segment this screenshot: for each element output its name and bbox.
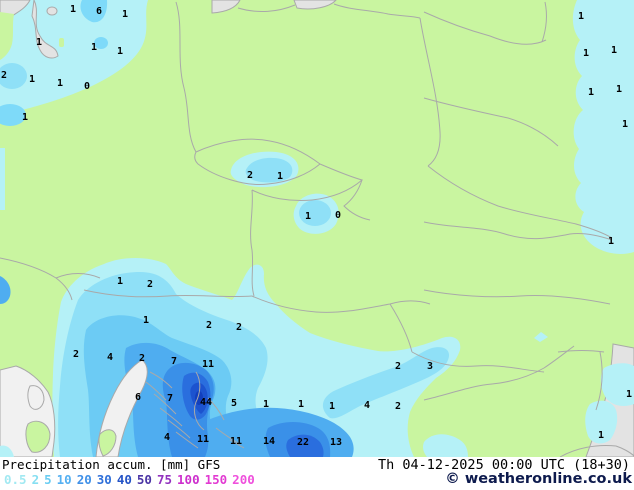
legend-value: 150 — [204, 472, 228, 487]
precip-value: 1 — [578, 11, 584, 22]
precip-value: 2 — [73, 349, 79, 360]
precip-value: 0 — [335, 210, 341, 221]
precip-core-p50 — [195, 391, 203, 405]
precip-value: 2 — [147, 279, 153, 290]
precip-value: 13 — [330, 437, 342, 448]
precip-northwest-spot2 — [94, 37, 108, 49]
precip-west-blob — [0, 276, 11, 304]
precip-value: 1 — [616, 84, 622, 95]
land-islet — [59, 38, 64, 47]
precip-ne-band — [322, 347, 450, 419]
precip-value: 1 — [598, 430, 604, 441]
precip-value: 4 — [107, 352, 113, 363]
legend-value: 50 — [136, 472, 152, 487]
coast-denmark — [31, 0, 59, 59]
precip-value: 6 — [135, 392, 141, 403]
precip-bottom-p30 — [286, 434, 324, 457]
precip-value: 1 — [29, 74, 35, 85]
map-footer: Precipitation accum. [mm] GFS 0.5 2 5 10 20 3… — [0, 457, 634, 490]
legend-value: 200 — [232, 472, 255, 487]
precip-value: 1 — [583, 48, 589, 59]
coast-corsica — [27, 385, 45, 410]
precip-value: 44 — [200, 397, 212, 408]
precip-value: 4 — [164, 432, 170, 443]
map-title: Precipitation accum. [mm] GFS — [2, 457, 221, 472]
precip-value: 11 — [197, 434, 209, 445]
precip-value: 1 — [277, 171, 283, 182]
precip-sw-corner — [0, 445, 14, 457]
coast-islet — [46, 6, 58, 16]
precip-east-band — [572, 0, 634, 254]
precip-value: 1 — [263, 399, 269, 410]
precip-value: 4 — [364, 400, 370, 411]
precip-value: 1 — [91, 42, 97, 53]
precip-value: 2 — [247, 170, 253, 181]
precip-slovakia-inner — [299, 200, 331, 226]
coast-gargano — [98, 429, 117, 457]
copyright-link[interactable]: © weatheronline.co.uk — [445, 471, 632, 487]
precip-value: 1 — [36, 37, 42, 48]
land-strip-west — [0, 12, 14, 60]
precip-czech-inner — [245, 157, 293, 183]
legend-value: 30 — [96, 472, 112, 487]
precip-value: 1 — [117, 276, 123, 287]
precip-value: 1 — [622, 119, 628, 130]
precipitation-map: 1 6 1 1 1 1 2 1 1 0 1 1 1 1 1 1 1 2 1 1 0 1 2 1 1 2 2 2 4 2 7 11 2 3 6 7 44 5… — [0, 0, 634, 457]
precip-value: 7 — [171, 356, 177, 367]
precip-northwest-spot4 — [0, 104, 26, 126]
precip-value: 1 — [70, 4, 76, 15]
legend-value: 0.5 — [4, 472, 27, 487]
precip-blacksea-2 — [585, 400, 618, 444]
precip-patch-southeast — [423, 434, 468, 457]
precip-value: 1 — [22, 112, 28, 123]
precip-value: 2 — [395, 361, 401, 372]
precip-value: 11 — [202, 359, 214, 370]
precip-value: 6 — [96, 6, 102, 17]
precip-value: 5 — [231, 398, 237, 409]
legend-value: 5 — [44, 472, 52, 487]
precip-value: 0 — [84, 81, 90, 92]
precip-value: 1 — [608, 236, 614, 247]
legend-value: 10 — [56, 472, 72, 487]
precip-value: 1 — [305, 211, 311, 222]
precip-value: 2 — [139, 353, 145, 364]
precip-value: 1 — [117, 46, 123, 57]
sea-baltic-2 — [293, 0, 337, 10]
precip-value: 2 — [206, 320, 212, 331]
precip-color-scale: 0.5 2 5 10 20 30 40 50 75 100 150 200 — [4, 472, 255, 487]
precip-value: 14 — [263, 436, 275, 447]
precip-value: 11 — [230, 436, 242, 447]
precip-value: 1 — [588, 87, 594, 98]
legend-value: 20 — [76, 472, 92, 487]
precip-value: 1 — [329, 401, 335, 412]
precip-value: 7 — [167, 393, 173, 404]
precip-value: 1 — [143, 315, 149, 326]
precip-value: 1 — [122, 9, 128, 20]
precip-value: 2 — [1, 70, 7, 81]
precip-value: 2 — [395, 401, 401, 412]
precip-value: 22 — [297, 437, 309, 448]
precip-value: 1 — [298, 399, 304, 410]
legend-value: 40 — [116, 472, 132, 487]
country-borders — [0, 1, 634, 457]
precip-northwest-spot — [80, 0, 108, 23]
precip-value: 1 — [57, 78, 63, 89]
precip-value: 3 — [427, 361, 433, 372]
legend-value: 75 — [156, 472, 173, 487]
valid-datetime: Th 04-12-2025 00:00 UTC (18+30) — [378, 457, 630, 473]
legend-value: 100 — [177, 472, 200, 487]
precip-blacksea-1 — [600, 363, 634, 406]
precip-value: 1 — [626, 389, 632, 400]
sea-baltic-1 — [211, 0, 241, 14]
precip-value: 2 — [236, 322, 242, 333]
precip-northwest-spot3 — [0, 63, 27, 89]
legend-value: 2 — [31, 472, 40, 487]
precip-diamond — [534, 332, 548, 342]
precip-value: 1 — [611, 45, 617, 56]
precip-west-strip — [0, 148, 5, 210]
island-sardinia — [25, 420, 51, 453]
